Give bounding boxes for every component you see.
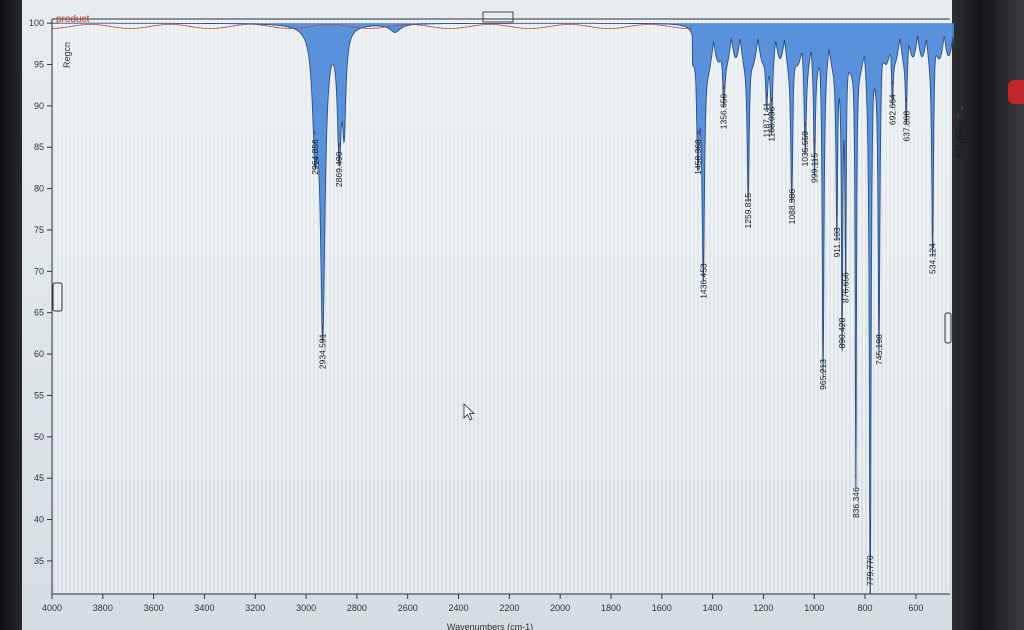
x-tick-label: 3000 (296, 603, 316, 613)
reference-trace (51, 24, 693, 29)
x-tick-label: 3200 (245, 603, 265, 613)
vertical-gridlines (55, 20, 949, 593)
peak-label: 836.346 (851, 487, 861, 518)
x-tick-label: 1000 (804, 603, 824, 613)
left-region-handle[interactable] (52, 282, 63, 312)
peak-label: 1259.815 (743, 193, 753, 229)
x-tick-label: 1200 (753, 603, 773, 613)
y-tick-label: 80 (34, 184, 44, 194)
y-tick-label: 40 (34, 515, 44, 525)
marker-handle[interactable] (482, 11, 514, 23)
x-tick-label: 3600 (144, 603, 164, 613)
peak-label: 1088.386 (787, 189, 797, 225)
y-tick-label: 70 (34, 266, 44, 276)
spectrum-fill (52, 23, 954, 595)
peak-label: 965.213 (818, 359, 828, 390)
y-tick-label: 85 (34, 142, 44, 152)
peak-label: 1168.036 (767, 107, 777, 142)
x-tick-label: 2600 (398, 603, 418, 613)
peak-label: 1035.559 (800, 131, 810, 167)
x-tick-label: 2800 (347, 603, 367, 613)
peak-label: 1187.141 (762, 102, 772, 137)
y-tick-label: 95 (34, 60, 44, 70)
peak-label: 876.656 (841, 272, 851, 303)
y-axis-ticks: 100 95 90 85 80 75 70 65 60 55 50 45 40 35 (29, 18, 52, 566)
monitor-bezel-left (0, 0, 24, 630)
x-tick-label: 4000 (42, 603, 62, 613)
peak-label: 418.207 (957, 119, 967, 150)
y-tick-label: 60 (34, 349, 44, 359)
peak-label: 534.124 (928, 243, 938, 274)
x-tick-label: 1800 (601, 603, 621, 613)
peak-label: 2934.591 (318, 333, 328, 369)
x-tick-label: 1400 (703, 603, 723, 613)
right-region-handle[interactable] (944, 312, 952, 344)
peak-label: 911.103 (832, 227, 842, 257)
x-tick-label: 2000 (550, 603, 570, 613)
peak-label: 1436.453 (698, 263, 708, 299)
y-tick-label: 65 (34, 308, 44, 318)
peak-label: 637.868 (901, 111, 911, 142)
y-tick-label: 50 (34, 432, 44, 442)
background-object (1008, 80, 1024, 104)
x-axis-ticks: 4000 3800 3600 3400 3200 3000 2800 2600 2400 2200… (42, 594, 923, 613)
x-tick-label: 2400 (449, 603, 469, 613)
mouse-cursor-icon (463, 403, 476, 421)
peak-annotations: 2964.856 2934.591 2869.490 1458.368 1436.453… (310, 81, 967, 594)
x-tick-label: 800 (858, 603, 873, 613)
peak-label: 779.770 (865, 555, 875, 586)
y-tick-label: 90 (34, 101, 44, 111)
y-axis-label: Regcn (62, 42, 72, 68)
peak-label: 433.402 (953, 127, 963, 158)
x-tick-label: 3800 (93, 603, 113, 613)
y-tick-label: 55 (34, 390, 44, 400)
x-tick-label: 2200 (499, 603, 519, 613)
y-tick-label: 100 (29, 18, 44, 28)
y-tick-label: 35 (34, 556, 44, 566)
monitor-bezel-right (952, 0, 1024, 630)
y-tick-label: 45 (34, 473, 44, 483)
spectrum-line (52, 22, 955, 595)
x-tick-label: 3400 (194, 603, 214, 613)
peak-label: 999.115 (809, 153, 819, 183)
x-axis-label: Wavenumbers (cm-1) (447, 622, 533, 630)
peak-label: 745.198 (874, 334, 884, 365)
peak-label: 1458.368 (693, 139, 703, 175)
peak-label: 692.664 (887, 94, 897, 125)
peak-label: 1356.656 (719, 93, 729, 129)
y-tick-label: 75 (34, 225, 44, 235)
x-tick-label: 1600 (652, 603, 672, 613)
peak-label: 890.428 (837, 317, 847, 348)
peak-label: 2869.490 (334, 151, 344, 187)
x-tick-label: 600 (908, 603, 923, 613)
trace-label[interactable]: product (56, 14, 90, 25)
peak-label: 2964.856 (310, 139, 320, 175)
